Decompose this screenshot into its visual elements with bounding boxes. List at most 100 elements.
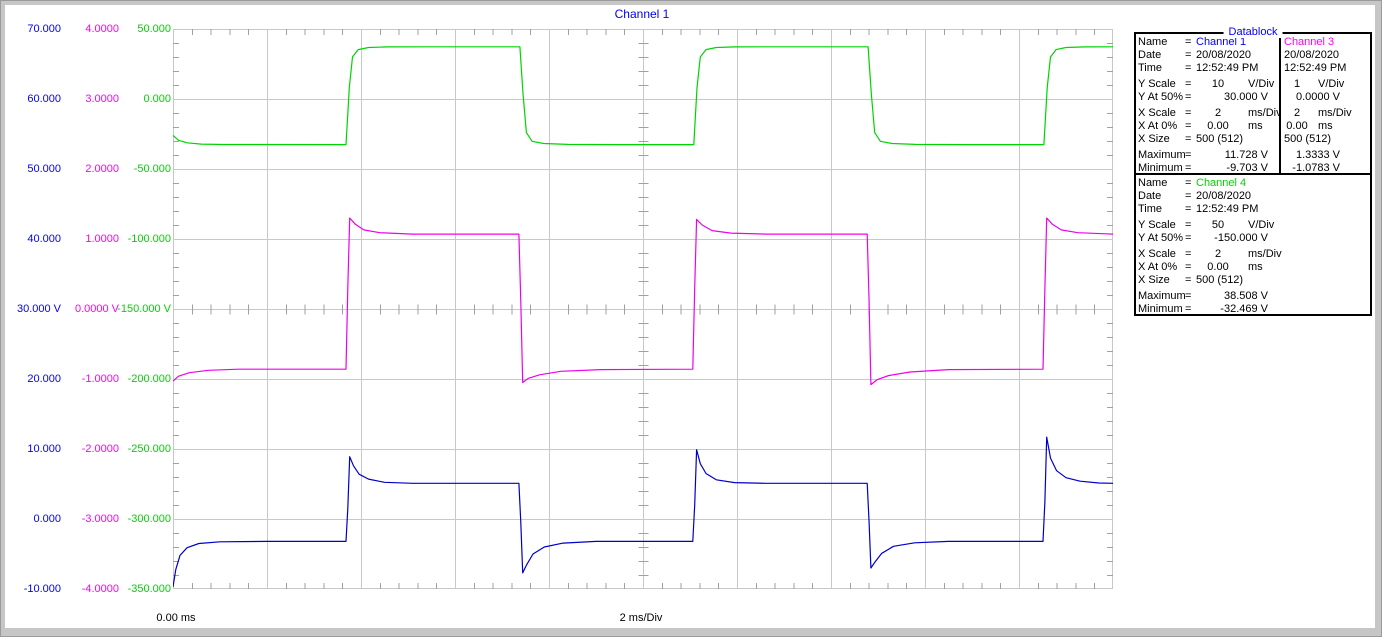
datablock-row-maximum: Maximum= 11.728 V xyxy=(1138,149,1279,162)
datablock-row-date: Date = 20/08/2020 xyxy=(1138,190,1370,203)
y-tick-label-channel-3: 1.0000 xyxy=(85,233,119,245)
grid-minor-ticks xyxy=(173,29,1113,589)
datablock-label: Maximum xyxy=(1138,149,1186,161)
plot-area[interactable] xyxy=(173,29,1113,589)
y-tick-row: 10.000 -2.0000 -250.000 xyxy=(1,443,173,455)
datablock-row-date: Date = 20/08/2020 xyxy=(1138,49,1279,62)
chart-title: Channel 1 xyxy=(614,7,670,21)
datablock-label: Time xyxy=(1138,62,1163,74)
datablock-unit: ms xyxy=(1248,120,1263,132)
datablock-title: Datablock xyxy=(1223,26,1283,38)
equals-sign: = xyxy=(1185,190,1192,202)
datablock-label: Y Scale xyxy=(1138,219,1176,231)
datablock-value: 20/08/2020 xyxy=(1196,49,1252,61)
y-tick-label-channel-1: 30.000 V xyxy=(16,303,61,315)
y-tick-label-channel-4: -200.000 xyxy=(127,373,171,385)
y-tick-label-channel-1: -10.000 xyxy=(23,583,61,595)
y-tick-label-channel-1: 0.000 xyxy=(33,513,61,525)
datablock-unit: ms/Div xyxy=(1248,248,1282,260)
datablock-row-y-scale: 1 V/Div xyxy=(1284,78,1370,91)
datablock-label: Maximum xyxy=(1138,290,1186,302)
y-tick-label-channel-1: 20.000 xyxy=(27,373,61,385)
y-tick-label-channel-4: -350.000 xyxy=(127,583,171,595)
y-tick-row: 0.000 -3.0000 -300.000 xyxy=(1,513,173,525)
datablock-row-y-at-50-: Y At 50% = -150.000 V xyxy=(1138,232,1370,245)
datablock-row-x-size: X Size = 500 (512) xyxy=(1138,274,1370,287)
equals-sign: = xyxy=(1185,149,1192,161)
equals-sign: = xyxy=(1185,303,1192,315)
y-tick-label-channel-1: 10.000 xyxy=(27,443,61,455)
datablock-channel4-section: Name = Channel 4 Date = 20/08/2020 Time = 12:52:… xyxy=(1136,175,1370,316)
y-tick-label-channel-3: -1.0000 xyxy=(81,373,119,385)
datablock-unit: ms xyxy=(1318,120,1333,132)
window-frame-left xyxy=(1,1,5,636)
datablock-row-name: Channel 3 xyxy=(1284,36,1370,49)
equals-sign: = xyxy=(1185,248,1192,260)
datablock-row-name: Name = Channel 1 xyxy=(1138,36,1279,49)
equals-sign: = xyxy=(1185,49,1192,61)
y-tick-label-channel-4: 50.000 xyxy=(137,23,171,35)
equals-sign: = xyxy=(1185,274,1192,286)
datablock-row-y-at-50-: Y At 50% = 30.000 V xyxy=(1138,91,1279,104)
datablock-row-time: Time = 12:52:49 PM xyxy=(1138,62,1279,75)
y-tick-label-channel-3: -4.0000 xyxy=(81,583,119,595)
equals-sign: = xyxy=(1185,120,1192,132)
y-tick-label-channel-3: 2.0000 xyxy=(85,163,119,175)
datablock-value: 500 (512) xyxy=(1196,133,1244,145)
equals-sign: = xyxy=(1185,203,1192,215)
grid-major-lines xyxy=(173,29,1113,589)
datablock-label: Minimum xyxy=(1138,162,1183,173)
datablock-row-x-scale: X Scale = 2 ms/Div xyxy=(1138,107,1279,120)
equals-sign: = xyxy=(1185,290,1192,302)
y-tick-label-channel-1: 50.000 xyxy=(27,163,61,175)
datablock-row-minimum: -1.0783 V xyxy=(1284,162,1370,173)
datablock-row-x-size: 500 (512) xyxy=(1284,133,1370,146)
datablock-value: 0.00 xyxy=(1207,261,1229,273)
datablock-label: X Scale xyxy=(1138,107,1176,119)
datablock-value: 0.00 xyxy=(1286,120,1308,132)
equals-sign: = xyxy=(1185,162,1192,173)
equals-sign: = xyxy=(1185,232,1192,244)
datablock-label: Date xyxy=(1138,49,1162,61)
datablock-value: 12:52:49 PM xyxy=(1284,62,1347,74)
y-tick-label-channel-3: -3.0000 xyxy=(81,513,119,525)
datablock-value: 2 xyxy=(1214,107,1222,119)
equals-sign: = xyxy=(1185,36,1192,48)
y-tick-row: -10.000 -4.0000 -350.000 xyxy=(1,583,173,595)
y-tick-label-channel-3: 4.0000 xyxy=(85,23,119,35)
datablock-row-y-at-50-: 0.0000 V xyxy=(1284,91,1370,104)
datablock-label: Y Scale xyxy=(1138,78,1176,90)
y-tick-label-channel-3: -2.0000 xyxy=(81,443,119,455)
datablock-row-y-scale: Y Scale = 50 V/Div xyxy=(1138,219,1370,232)
datablock-label: Name xyxy=(1138,36,1168,48)
datablock-row-time: 12:52:49 PM xyxy=(1284,62,1370,75)
y-tick-label-channel-4: -300.000 xyxy=(127,513,171,525)
datablock-channel1-column: Name = Channel 1 Date = 20/08/2020 Time = 12:52:… xyxy=(1136,34,1281,173)
datablock-unit: V/Div xyxy=(1248,219,1275,231)
datablock-value: 50 xyxy=(1211,219,1225,231)
datablock-row-x-at-0-: X At 0% = 0.00 ms xyxy=(1138,120,1279,133)
datablock-label: Name xyxy=(1138,177,1168,189)
window-frame-top xyxy=(1,1,1381,5)
y-tick-label-channel-4: -100.000 xyxy=(127,233,171,245)
equals-sign: = xyxy=(1185,62,1192,74)
datablock-label: X Size xyxy=(1138,274,1170,286)
datablock-value: 500 (512) xyxy=(1284,133,1332,145)
y-tick-row: 60.000 3.0000 0.000 xyxy=(1,93,173,105)
trace-channel-1 xyxy=(173,436,1113,587)
datablock-unit: ms xyxy=(1248,261,1263,273)
trace-channel-3 xyxy=(173,217,1113,386)
datablock-value: 12:52:49 PM xyxy=(1196,203,1259,215)
equals-sign: = xyxy=(1185,107,1192,119)
y-tick-label-channel-1: 70.000 xyxy=(27,23,61,35)
datablock-value: 30.000 V xyxy=(1223,91,1268,103)
datablock-row-x-at-0-: 0.00 ms xyxy=(1284,120,1370,133)
datablock-row-time: Time = 12:52:49 PM xyxy=(1138,203,1370,216)
datablock-value: Channel 4 xyxy=(1196,177,1247,189)
datablock-unit: ms/Div xyxy=(1248,107,1281,119)
datablock-value: Channel 3 xyxy=(1284,36,1335,48)
window-frame-right xyxy=(1375,1,1381,636)
equals-sign: = xyxy=(1185,261,1192,273)
datablock-value: -150.000 V xyxy=(1214,232,1268,244)
